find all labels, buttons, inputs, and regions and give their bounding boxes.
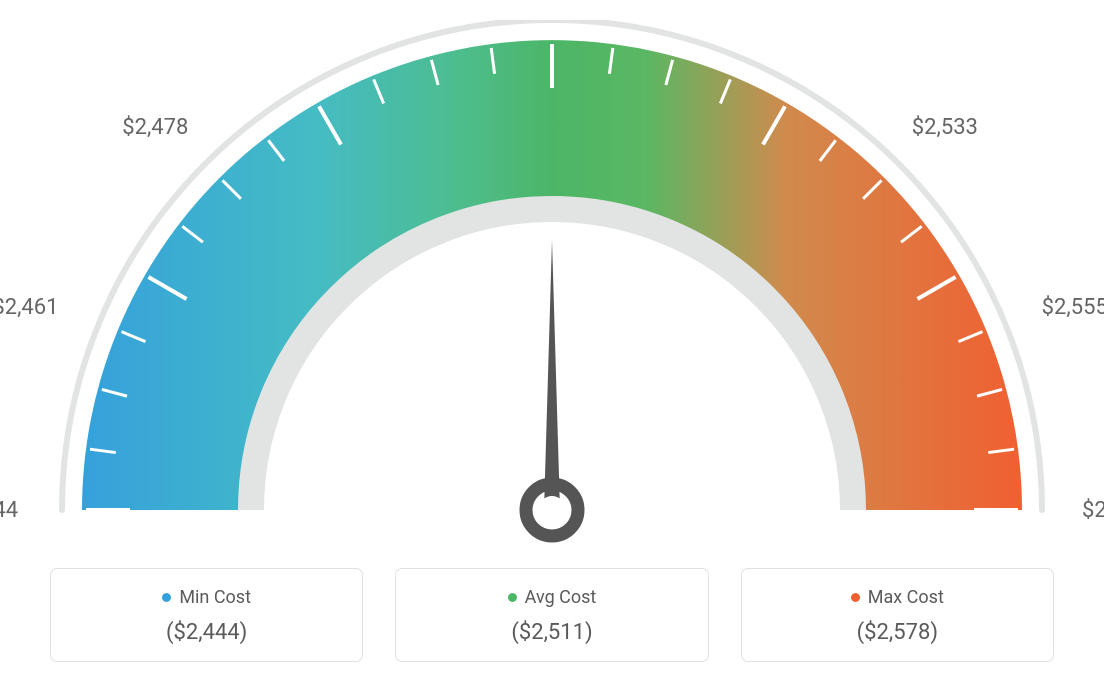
min-cost-card: Min Cost ($2,444): [50, 568, 363, 662]
avg-cost-card: Avg Cost ($2,511): [395, 568, 708, 662]
gauge-svg: [52, 20, 1052, 560]
max-cost-label: Max Cost: [868, 587, 944, 608]
summary-cards: Min Cost ($2,444) Avg Cost ($2,511) Max …: [50, 568, 1054, 662]
min-cost-label: Min Cost: [179, 587, 251, 608]
dot-icon: [508, 593, 517, 602]
max-cost-value: ($2,578): [762, 620, 1033, 645]
min-cost-value: ($2,444): [71, 620, 342, 645]
cost-gauge: $2,444$2,461$2,478$2,511$2,533$2,555$2,5…: [52, 20, 1052, 540]
dot-icon: [851, 593, 860, 602]
avg-cost-value: ($2,511): [416, 620, 687, 645]
gauge-tick-label: $2,444: [0, 498, 18, 523]
min-cost-title: Min Cost: [71, 587, 342, 608]
gauge-tick-label: $2,578: [1082, 498, 1104, 523]
gauge-tick-label: $2,533: [912, 115, 978, 140]
max-cost-card: Max Cost ($2,578): [741, 568, 1054, 662]
gauge-tick-label: $2,478: [122, 115, 188, 140]
avg-cost-label: Avg Cost: [525, 587, 597, 608]
dot-icon: [162, 593, 171, 602]
gauge-tick-label: $2,461: [0, 295, 59, 320]
gauge-tick-label: $2,555: [1042, 295, 1104, 320]
avg-cost-title: Avg Cost: [416, 587, 687, 608]
max-cost-title: Max Cost: [762, 587, 1033, 608]
